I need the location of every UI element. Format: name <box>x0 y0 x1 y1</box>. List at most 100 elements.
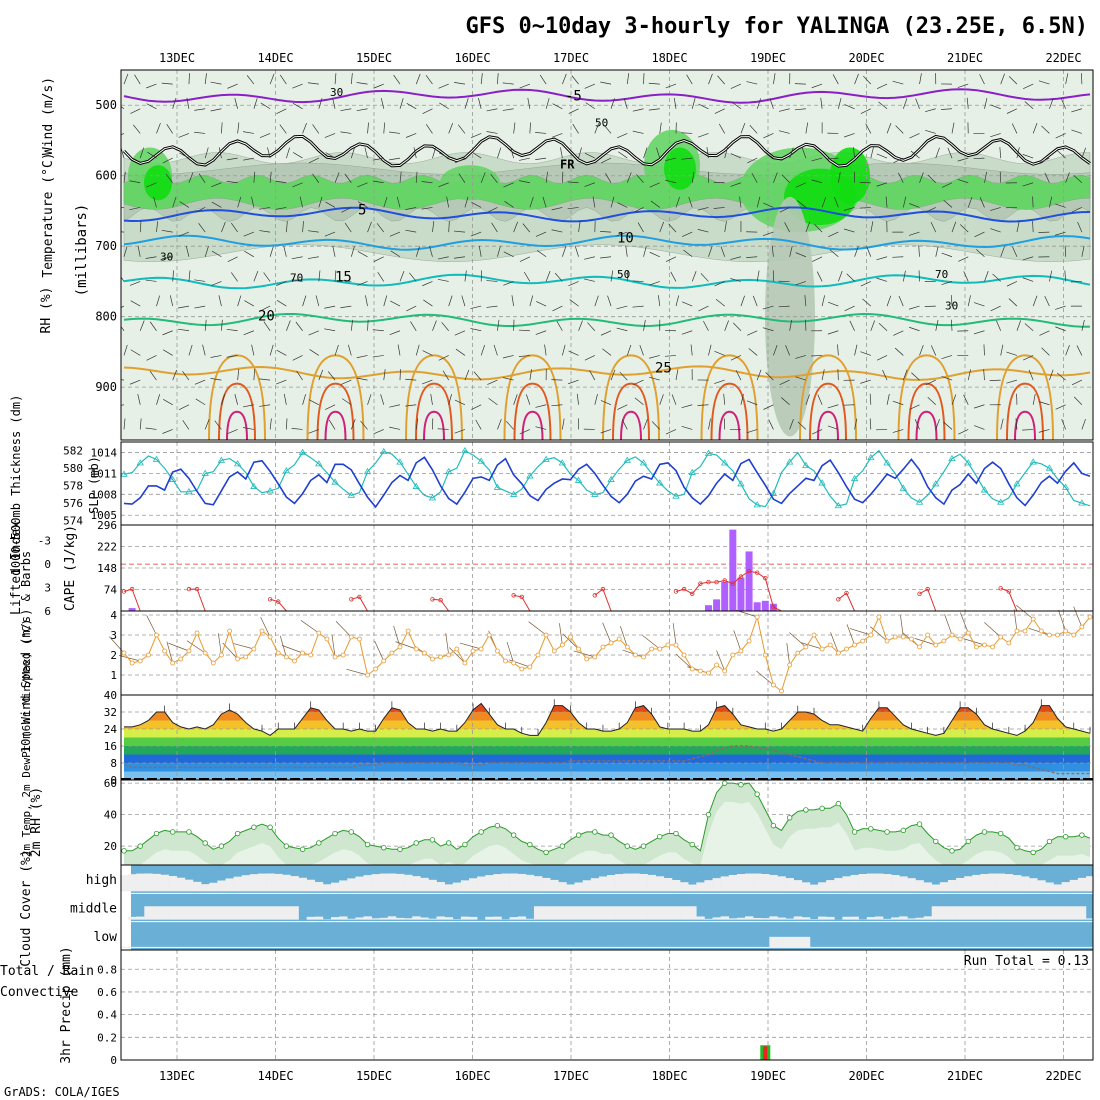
wind-barb <box>714 379 725 384</box>
wind-speed-point <box>827 642 833 648</box>
wind-barb <box>740 295 745 307</box>
cloud-bar <box>671 906 681 920</box>
thickness-point <box>591 490 599 497</box>
loop-7-0 <box>897 354 956 440</box>
cloud-bar <box>469 878 478 892</box>
wind-barb <box>626 344 632 356</box>
cloud-bar <box>891 874 900 892</box>
cloud-bar <box>404 918 413 920</box>
cloud-bar <box>509 873 519 892</box>
cloud-bar <box>801 882 811 892</box>
cloud-bar <box>931 906 941 920</box>
cloud-bar <box>899 876 908 892</box>
cloud-bar <box>858 946 868 948</box>
wind-speed-point <box>657 646 663 652</box>
wind-barb <box>785 345 790 356</box>
cloud-bar <box>201 906 210 920</box>
wind-barb <box>886 123 892 134</box>
wind-barb <box>1006 281 1018 287</box>
wind-barb <box>1006 108 1018 114</box>
rh2m-area-light <box>124 802 1090 865</box>
wind-barb <box>827 157 839 160</box>
wind-barb <box>779 207 790 213</box>
wind-barb <box>885 196 888 208</box>
wind-speed-point <box>381 658 387 664</box>
cloud-bar <box>623 873 632 892</box>
wind-barb <box>389 426 401 430</box>
wind-barb <box>415 344 420 356</box>
wind-speed-point <box>819 646 825 652</box>
wind-barb <box>1038 401 1050 406</box>
wind-barb <box>147 151 157 159</box>
isotherm-10 <box>123 234 1091 251</box>
wind-barb <box>182 420 190 430</box>
wind-speed-point <box>324 636 330 642</box>
thickness-point <box>266 487 274 494</box>
wind-barb <box>562 73 567 85</box>
wind-barb <box>983 344 985 356</box>
wind-barb <box>805 122 809 134</box>
wind-barb <box>308 157 319 164</box>
wind-barb <box>383 196 388 208</box>
wind-barb <box>706 147 709 159</box>
wind-barb <box>816 271 823 282</box>
wind-speed-point <box>771 682 776 688</box>
day-label-bottom: 18DEC <box>651 1069 687 1083</box>
wind-barb <box>536 301 547 307</box>
wind-barb <box>149 321 157 331</box>
cloud-bar <box>1045 882 1054 892</box>
wind-barb <box>1016 147 1020 159</box>
wind-barb <box>910 150 920 159</box>
wind-barb <box>372 157 384 161</box>
li-point <box>844 590 849 596</box>
cape-bar <box>721 581 729 611</box>
wind-barb <box>161 256 173 260</box>
cloud-bar <box>152 873 161 892</box>
wind-speed-point <box>892 634 898 640</box>
wind-barb <box>827 330 839 335</box>
rh2m-point <box>283 843 290 849</box>
wind-barb <box>286 147 290 159</box>
wind-barb <box>708 73 713 85</box>
rh2m-point <box>446 840 452 846</box>
wind-barb <box>503 281 514 286</box>
cloud-bar <box>761 946 770 948</box>
wind-barb <box>665 179 677 184</box>
loop-4-2 <box>620 410 642 440</box>
wind-barb <box>749 125 758 134</box>
wind-barb <box>691 171 695 183</box>
wind-barb <box>925 129 936 134</box>
wind-barb <box>1022 154 1034 159</box>
wind-barb <box>153 196 157 208</box>
wind-barb <box>643 246 647 257</box>
wind-barb <box>556 321 563 331</box>
wind-barb <box>650 200 660 208</box>
wind-barb <box>943 199 953 208</box>
cloud-bar <box>1045 906 1054 920</box>
wind-barb <box>578 221 581 233</box>
wind-axis-label: Wind (m/s) <box>41 77 56 155</box>
cloud-bar <box>379 917 389 920</box>
cloud-bar <box>761 918 770 920</box>
cloud-bar <box>1085 918 1095 920</box>
wind-barb <box>603 124 612 134</box>
wind-barb <box>794 83 806 85</box>
cloud-bar <box>1037 880 1046 892</box>
wind-barb <box>340 108 352 112</box>
wind-barb <box>146 182 157 188</box>
wind-barb <box>708 418 711 430</box>
cape-axis-label: CAPE (J/kg) <box>63 525 78 611</box>
wind-barb <box>730 355 742 361</box>
wind-barb <box>292 355 303 361</box>
chart-title: GFS 0~10day 3-hourly for YALINGA (23.25E… <box>465 14 1088 39</box>
wind-barb <box>843 228 855 233</box>
cloud-bar <box>809 919 819 920</box>
wind-barb <box>269 344 274 356</box>
wind-barb <box>941 376 953 381</box>
cloud-bar <box>347 946 356 948</box>
wind-speed-point <box>973 644 979 650</box>
cloud-bar <box>160 874 169 892</box>
cloud-bar <box>582 906 592 920</box>
cloud-bar <box>728 874 738 892</box>
